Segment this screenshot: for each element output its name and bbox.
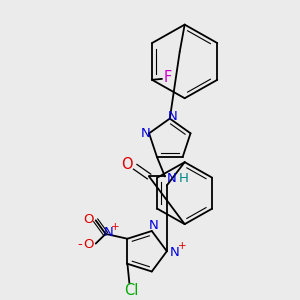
Text: N: N (104, 226, 113, 239)
Text: N: N (141, 127, 151, 140)
Text: O: O (83, 238, 94, 251)
Text: Cl: Cl (124, 284, 139, 298)
Text: O: O (83, 213, 94, 226)
Text: N: N (167, 172, 177, 185)
Text: +: + (111, 222, 120, 232)
Text: F: F (164, 70, 172, 86)
Text: N: N (168, 110, 178, 123)
Text: -: - (77, 238, 82, 251)
Text: N: N (170, 246, 180, 259)
Text: H: H (179, 172, 189, 185)
Text: N: N (149, 219, 159, 232)
Text: O: O (122, 158, 133, 172)
Text: +: + (178, 242, 187, 251)
